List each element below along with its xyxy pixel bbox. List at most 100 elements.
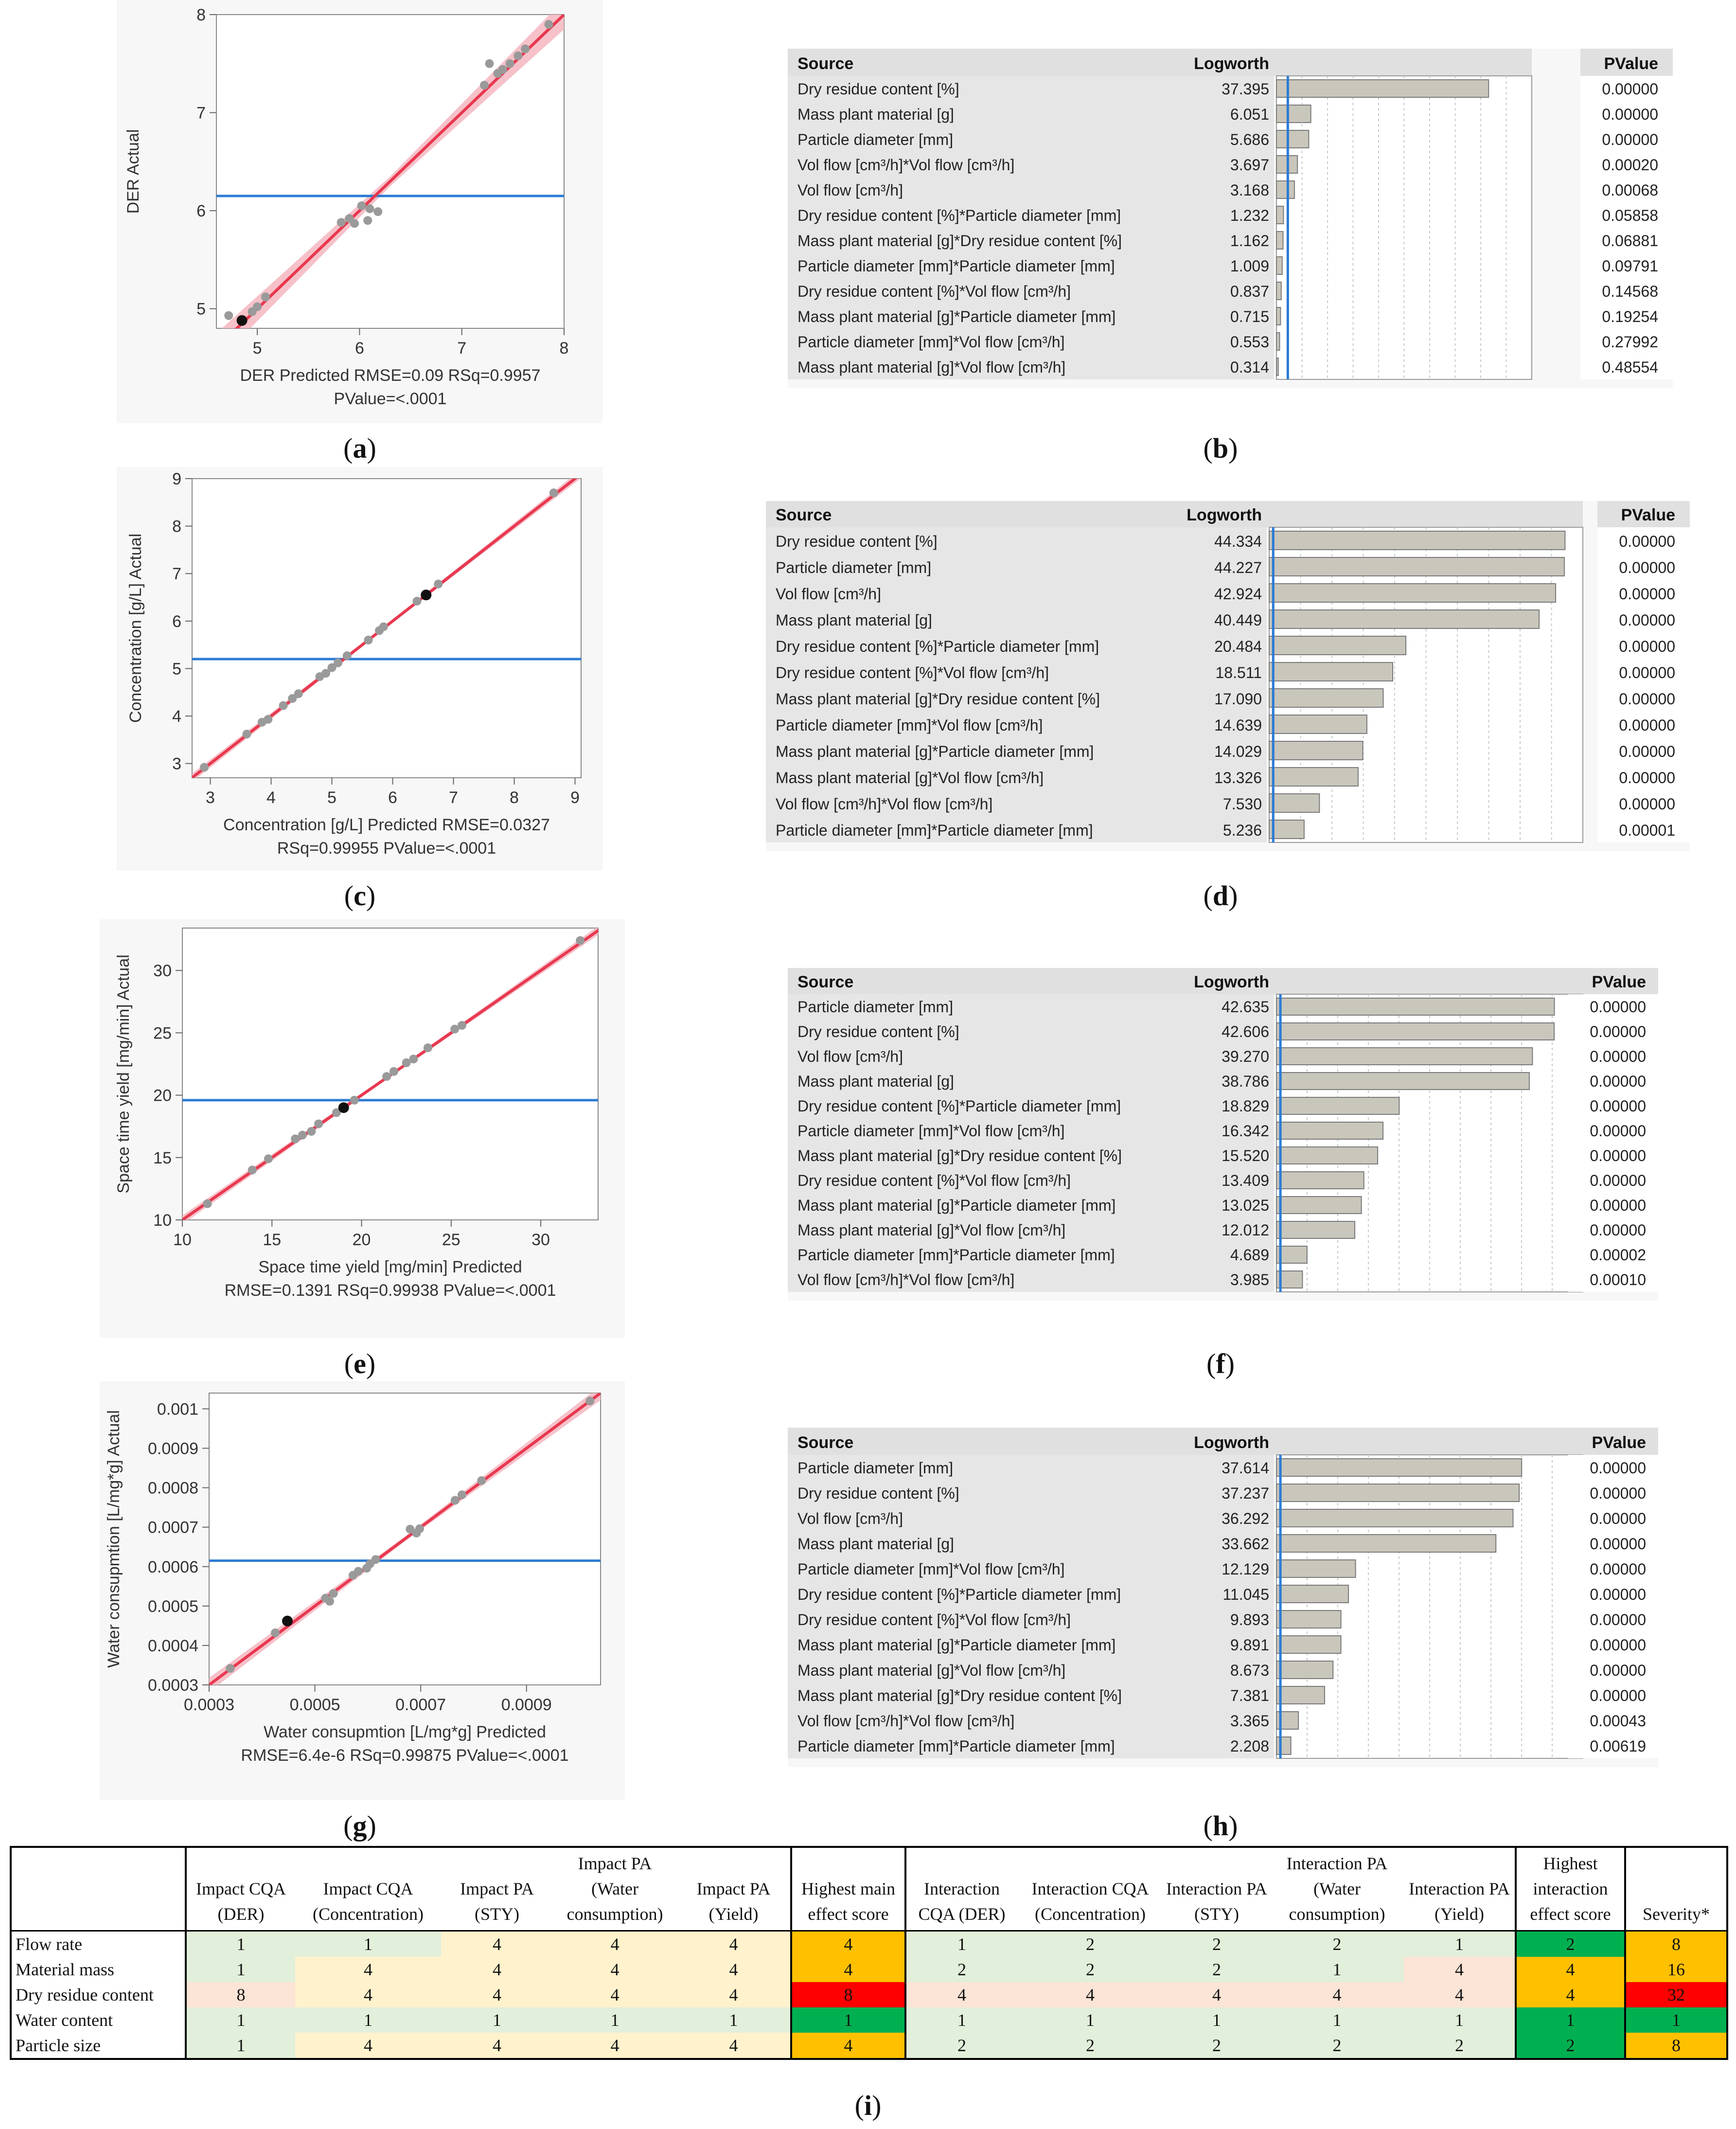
score-cell: 2 bbox=[1270, 2032, 1404, 2060]
row-pvalue: 0.19254 bbox=[1602, 308, 1658, 325]
score-cell: 4 bbox=[553, 2032, 677, 2060]
row-source: Particle diameter [mm] bbox=[776, 559, 931, 576]
row-logworth: 42.606 bbox=[1222, 1023, 1269, 1040]
row-label: Flow rate bbox=[10, 1931, 186, 1957]
row-source: Mass plant material [g]*Particle diamete… bbox=[797, 1197, 1116, 1214]
data-point bbox=[477, 1476, 486, 1485]
row-logworth: 13.025 bbox=[1222, 1197, 1269, 1214]
score-cell: 1 bbox=[185, 2032, 295, 2060]
header-source: Source bbox=[797, 973, 853, 991]
logworth-table-concentration: Source Logworth PValue Dry residue content … bbox=[766, 501, 1690, 851]
row-logworth: 1.162 bbox=[1230, 232, 1269, 250]
header-cell: Impact CQA (Concentration) bbox=[295, 1845, 441, 1932]
logworth-bar bbox=[1276, 1196, 1362, 1214]
score-cell: 1 bbox=[790, 2007, 905, 2033]
y-tick-label: 0.0006 bbox=[148, 1558, 198, 1576]
row-pvalue: 0.00010 bbox=[1590, 1271, 1646, 1288]
row-source: Vol flow [cm³/h] bbox=[797, 181, 903, 199]
row-source: Dry residue content [%]*Particle diamete… bbox=[797, 1586, 1121, 1603]
score-cell: 8 bbox=[790, 1982, 905, 2007]
logworth-bar bbox=[1269, 609, 1540, 629]
row-logworth: 16.342 bbox=[1222, 1122, 1269, 1140]
x-tick-label: 0.0003 bbox=[184, 1696, 234, 1714]
score-cell: 4 bbox=[790, 1956, 905, 1982]
plot-area bbox=[209, 1393, 601, 1685]
data-point bbox=[521, 44, 530, 54]
logworth-bar bbox=[1276, 332, 1280, 351]
row-pvalue: 0.00000 bbox=[1590, 1023, 1646, 1040]
logworth-bar bbox=[1276, 998, 1555, 1016]
y-tick-label: 7 bbox=[172, 565, 181, 583]
row-pvalue: 0.00000 bbox=[1590, 1510, 1646, 1527]
header-band-pvalue bbox=[1568, 968, 1658, 994]
row-source: Mass plant material [g]*Vol flow [cm³/h] bbox=[797, 1221, 1065, 1239]
data-point bbox=[514, 51, 523, 60]
score-cell: 4 bbox=[790, 2032, 905, 2060]
header-cell: Impact PA (STY) bbox=[441, 1845, 553, 1932]
data-point bbox=[412, 596, 422, 606]
row-source: Dry residue content [%]*Particle diamete… bbox=[797, 207, 1121, 224]
row-source: Mass plant material [g]*Vol flow [cm³/h] bbox=[797, 358, 1065, 376]
data-point bbox=[327, 663, 337, 672]
panel-label-i: (i) bbox=[854, 2090, 882, 2121]
highlighted-point bbox=[338, 1102, 349, 1113]
row-logworth: 37.614 bbox=[1222, 1459, 1269, 1477]
x-tick-label: 0.0009 bbox=[501, 1696, 552, 1714]
logworth-bar bbox=[1276, 358, 1279, 376]
row-pvalue: 0.00068 bbox=[1602, 181, 1658, 199]
score-cell: 4 bbox=[553, 1956, 677, 1982]
data-point bbox=[402, 1058, 411, 1067]
x-tick-label: 8 bbox=[510, 788, 519, 807]
row-pvalue: 0.00000 bbox=[1602, 80, 1658, 98]
data-point bbox=[373, 207, 383, 216]
table-row: Dry residue content 8 4 4 4 4 8 4 4 4 4 4 4 32 bbox=[10, 1982, 1728, 2007]
data-point bbox=[298, 1130, 307, 1140]
score-cell: 4 bbox=[553, 1982, 677, 2007]
score-cell: 1 bbox=[295, 1931, 441, 1957]
score-cell: 4 bbox=[1017, 1982, 1163, 2007]
header-cell: Impact PA (Yield) bbox=[677, 1845, 791, 1932]
row-pvalue: 0.00000 bbox=[1590, 1048, 1646, 1065]
logworth-bar bbox=[1276, 1736, 1292, 1755]
confidence-band bbox=[222, 15, 564, 328]
score-cell: 1 bbox=[553, 2007, 677, 2033]
logworth-table-space-time-yield: Source Logworth PValue Particle diameter [m… bbox=[788, 968, 1658, 1301]
score-cell: 4 bbox=[295, 2032, 441, 2060]
score-cell: 4 bbox=[441, 1982, 553, 2007]
rows-background bbox=[766, 527, 1267, 842]
logworth-bar bbox=[1276, 1171, 1364, 1189]
score-cell: 4 bbox=[553, 1931, 677, 1957]
data-point bbox=[457, 1490, 466, 1500]
logworth-bar bbox=[1276, 180, 1295, 199]
scatter-plot-space-time-yield: 10 15 20 25 30 10 15 20 25 30 Space time yield [mg… bbox=[100, 919, 625, 1338]
row-logworth: 9.891 bbox=[1230, 1636, 1269, 1654]
logworth-bar bbox=[1276, 1610, 1342, 1628]
score-cell: 4 bbox=[1404, 1982, 1516, 2007]
logworth-bar bbox=[1269, 557, 1565, 576]
logworth-bar bbox=[1276, 307, 1281, 325]
data-point bbox=[224, 311, 233, 320]
data-point bbox=[457, 1021, 466, 1030]
data-point bbox=[364, 635, 373, 644]
row-source: Vol flow [cm³/h]*Vol flow [cm³/h] bbox=[797, 1271, 1014, 1288]
data-point bbox=[505, 59, 514, 68]
row-logworth: 3.697 bbox=[1230, 156, 1269, 174]
row-label: Particle size bbox=[10, 2032, 186, 2060]
y-tick-label: 10 bbox=[153, 1211, 172, 1230]
data-point bbox=[485, 59, 494, 68]
row-source: Mass plant material [g]*Vol flow [cm³/h] bbox=[797, 1662, 1065, 1679]
highlighted-point bbox=[236, 315, 248, 326]
logworth-bar bbox=[1276, 256, 1283, 275]
score-cell: 2 bbox=[1017, 1956, 1163, 1982]
row-logworth: 3.168 bbox=[1230, 181, 1269, 199]
row-pvalue: 0.00000 bbox=[1590, 1197, 1646, 1214]
score-cell: 4 bbox=[441, 1956, 553, 1982]
x-tick-label: 25 bbox=[442, 1231, 461, 1249]
score-cell: 1 bbox=[1163, 2007, 1270, 2033]
y-tick-label: 7 bbox=[196, 104, 206, 123]
row-pvalue: 0.00000 bbox=[1590, 1147, 1646, 1164]
row-pvalue: 0.00000 bbox=[1619, 743, 1675, 760]
data-point bbox=[365, 204, 374, 214]
y-axis-label: Water consupmtion [L/mg*g] Actual bbox=[105, 1410, 123, 1668]
row-logworth: 0.553 bbox=[1230, 333, 1269, 351]
